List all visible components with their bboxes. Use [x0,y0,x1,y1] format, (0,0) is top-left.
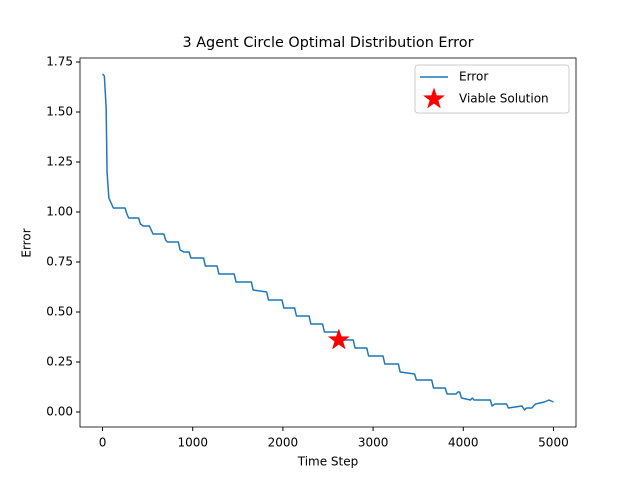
x-tick-label: 3000 [358,436,389,450]
x-tick-label: 2000 [268,436,299,450]
y-tick-label: 1.00 [46,205,73,219]
y-tick-label: 1.25 [46,155,73,169]
y-axis-label: Error [20,228,34,257]
y-tick-label: 1.75 [46,55,73,69]
x-tick-label: 0 [99,436,107,450]
legend-label: Error [459,70,488,84]
error-line [101,73,554,411]
y-tick-label: 0.25 [46,355,73,369]
x-axis-label: Time Step [297,455,359,469]
legend-label: Viable Solution [459,92,549,106]
x-tick-label: 4000 [448,436,479,450]
x-tick-label: 5000 [538,436,569,450]
legend-box [414,64,570,114]
y-tick-label: 0.75 [46,255,73,269]
chart-title: 3 Agent Circle Optimal Distribution Erro… [182,35,473,51]
y-tick-label: 0.50 [46,305,73,319]
y-tick-label: 0.00 [46,405,73,419]
x-tick-label: 1000 [177,436,208,450]
y-tick-label: 1.50 [46,105,73,119]
legend-star [423,87,445,109]
star-marker [327,328,350,350]
plot-frame [79,57,577,428]
